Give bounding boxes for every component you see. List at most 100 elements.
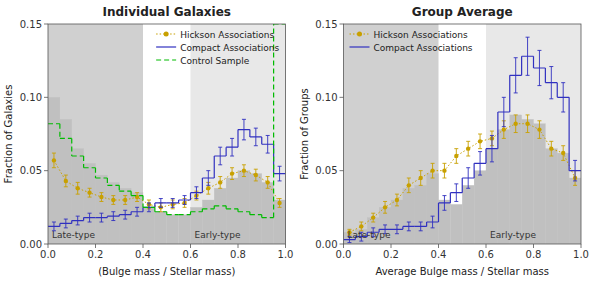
step-riser: [190, 193, 191, 200]
x-axis-label: (Bulge mass / Stellar mass): [98, 266, 235, 277]
legend-item: Control Sample: [156, 56, 250, 66]
marker: [430, 168, 434, 172]
error-cap: [573, 185, 577, 186]
error-stem: [172, 199, 173, 208]
error-cap: [183, 207, 187, 208]
marker: [537, 127, 541, 131]
series-bar: [48, 97, 286, 244]
error-cap: [478, 151, 482, 152]
step-riser: [131, 191, 132, 195]
step-riser: [71, 138, 72, 156]
marker: [87, 190, 91, 194]
error-cap: [278, 198, 282, 199]
error-bar: [526, 37, 530, 75]
panel: Late-typeEarly-type0.00.20.40.60.81.00.0…: [299, 5, 589, 277]
error-bar: [490, 135, 494, 161]
step-segment: [48, 123, 60, 124]
error-stem: [196, 187, 197, 199]
y-axis-label: Fraction of Galaxies: [3, 85, 14, 184]
error-bar: [502, 97, 506, 126]
marker: [383, 205, 387, 209]
error-cap: [478, 175, 482, 176]
error-stem: [408, 222, 409, 231]
error-cap: [478, 148, 482, 149]
plot-area: [344, 24, 582, 244]
error-cap: [194, 186, 198, 187]
error-cap: [442, 178, 446, 179]
error-bar: [466, 141, 470, 156]
step-segment: [107, 185, 119, 186]
error-cap: [561, 160, 565, 161]
step-riser: [497, 112, 498, 149]
error-stem: [65, 219, 66, 228]
y-tick: [340, 170, 344, 171]
error-cap: [395, 205, 399, 206]
error-bar: [64, 175, 68, 187]
error-cap: [266, 135, 270, 136]
error-cap: [478, 134, 482, 135]
y-tick-label: 0.15: [20, 19, 42, 30]
error-bar: [419, 171, 423, 186]
step-riser: [83, 156, 84, 168]
y-tick: [340, 244, 344, 245]
error-cap: [206, 185, 210, 186]
error-cap: [206, 170, 210, 171]
x-tick-label: 0.6: [478, 249, 494, 260]
y-tick-label: 0.15: [315, 19, 337, 30]
x-tick: [143, 244, 144, 248]
error-stem: [575, 160, 576, 181]
marker: [75, 186, 79, 190]
error-cap: [135, 207, 139, 208]
error-cap: [442, 210, 446, 211]
step-segment: [179, 214, 191, 215]
bar: [403, 188, 415, 244]
x-tick: [343, 244, 344, 248]
bar: [474, 171, 486, 244]
error-cap: [537, 50, 541, 51]
error-stem: [432, 216, 433, 228]
marker: [277, 201, 281, 205]
x-tick: [486, 244, 487, 248]
error-bar: [254, 128, 258, 146]
error-cap: [549, 98, 553, 99]
error-cap: [171, 208, 175, 209]
error-cap: [514, 132, 518, 133]
error-cap: [99, 222, 103, 223]
x-tick-label: 0.4: [431, 249, 447, 260]
marker: [502, 127, 506, 131]
error-cap: [194, 198, 198, 199]
error-cap: [419, 185, 423, 186]
step-riser: [214, 156, 215, 178]
error-cap: [76, 224, 80, 225]
error-stem: [279, 166, 280, 181]
error-bar: [549, 67, 553, 99]
error-bar: [230, 138, 234, 156]
error-cap: [278, 180, 282, 181]
step-segment: [238, 211, 250, 212]
error-cap: [266, 188, 270, 189]
bar: [462, 185, 474, 244]
region-label: Early-type: [195, 230, 241, 240]
legend-label: Hickson Associations: [374, 30, 468, 40]
series-step: [48, 24, 286, 218]
step-riser: [154, 203, 155, 207]
x-tick-label: 0.2: [88, 249, 104, 260]
error-cap: [442, 195, 446, 196]
error-bar: [111, 196, 115, 205]
step-riser: [450, 193, 451, 203]
error-cap: [147, 200, 151, 201]
error-cap: [111, 220, 115, 221]
error-cap: [266, 153, 270, 154]
legend-handle: [156, 59, 176, 60]
bar: [557, 153, 569, 244]
error-stem: [456, 184, 457, 202]
error-cap: [502, 126, 506, 127]
step-segment: [262, 217, 274, 218]
error-cap: [419, 230, 423, 231]
error-cap: [64, 227, 68, 228]
error-stem: [539, 50, 540, 85]
error-cap: [230, 179, 234, 180]
error-cap: [347, 242, 351, 243]
error-cap: [230, 156, 234, 157]
y-axis-label: Fraction of Groups: [299, 88, 310, 180]
